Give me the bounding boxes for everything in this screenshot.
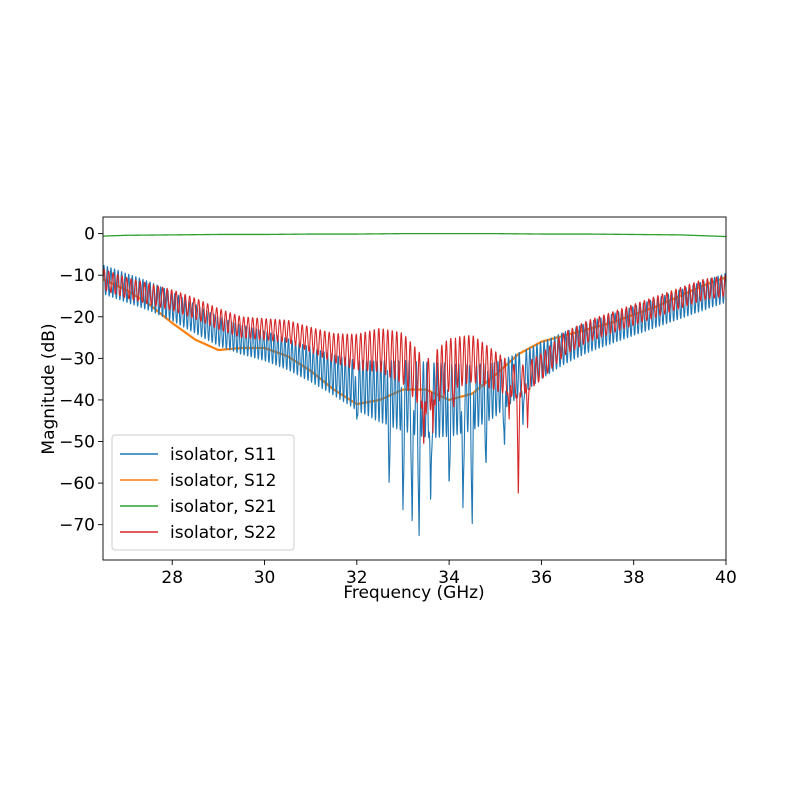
plot-frame xyxy=(102,216,727,561)
legend-label: isolator, S22 xyxy=(170,523,276,543)
series-line-s12 xyxy=(103,276,726,406)
series-line-s21 xyxy=(103,232,726,238)
y-tick-label: −20 xyxy=(59,308,95,328)
y-tick-label: −10 xyxy=(59,266,95,286)
x-axis-label: Frequency (GHz) xyxy=(343,583,484,603)
legend-label: isolator, S12 xyxy=(170,471,276,491)
ticks-layer: 28 30 32 34 36 38 40 0 −10 −20 −30 −40 −50 −60 −70 xyxy=(59,225,737,588)
legend-box xyxy=(111,434,295,551)
y-tick-label: −40 xyxy=(59,391,95,411)
x-tick-label: 32 xyxy=(346,568,368,588)
legend-label: isolator, S11 xyxy=(170,445,276,465)
legend: isolator, S11 isolator, S12 isolator, S21 i… xyxy=(111,434,295,551)
x-tick-label: 30 xyxy=(254,568,276,588)
y-tick-label: 0 xyxy=(84,225,95,245)
y-tick-label: −30 xyxy=(59,349,95,369)
y-tick-label: −50 xyxy=(59,433,95,453)
y-tick-label: −60 xyxy=(59,474,95,494)
x-tick-label: 34 xyxy=(438,568,460,588)
x-tick-label: 38 xyxy=(623,568,645,588)
y-tick-label: −70 xyxy=(59,516,95,536)
series-line-s22 xyxy=(103,268,726,494)
x-tick-label: 36 xyxy=(531,568,553,588)
legend-label: isolator, S21 xyxy=(170,497,276,517)
x-tick-label: 28 xyxy=(161,568,183,588)
series-layer xyxy=(103,232,726,537)
y-axis-label: Magnitude (dB) xyxy=(39,323,59,454)
x-tick-label: 40 xyxy=(715,568,737,588)
